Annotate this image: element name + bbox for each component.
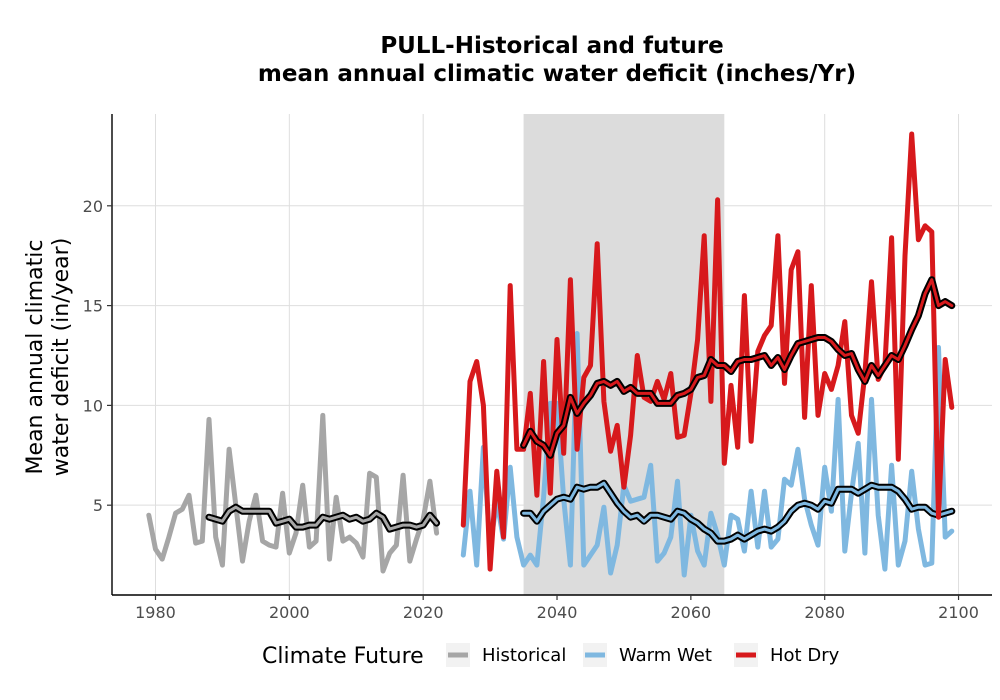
- y-axis-label-line2: water deficit (in/year): [49, 238, 74, 477]
- series-warm-wet-smoothed-line: [522, 481, 954, 543]
- x-tick-label: 2060: [670, 603, 711, 622]
- x-tick-label: 1980: [135, 603, 176, 622]
- series-layer: [146, 131, 956, 578]
- y-tick-label: 15: [83, 297, 103, 316]
- legend-label-historical: Historical: [482, 645, 566, 666]
- series-hot-dry-line: [460, 131, 955, 572]
- x-tick-label: 2020: [403, 603, 444, 622]
- y-tick-label: 20: [83, 197, 103, 216]
- chart-title: PULL-Historical and future: [380, 33, 723, 59]
- series-historical-line: [146, 412, 440, 574]
- x-tick-label: 2000: [269, 603, 310, 622]
- axes: [107, 114, 992, 600]
- y-axis-label-line1: Mean annual climatic: [23, 240, 48, 475]
- series-warm-wet-line: [460, 331, 955, 578]
- x-tick-label: 2100: [938, 603, 979, 622]
- legend-label-warm-wet: Warm Wet: [619, 645, 712, 666]
- legend-title: Climate Future: [262, 644, 424, 669]
- series-hot-dry-smoothed-line: [522, 278, 954, 457]
- legend: Climate Future Historical Warm Wet Hot Dry: [262, 643, 840, 669]
- tick-labels: 1980 2000 2020 2040 2060 2080 2100 5 10 15 20: [83, 197, 979, 622]
- chart-subtitle: mean annual climatic water deficit (inch…: [258, 61, 856, 87]
- x-tick-label: 2080: [804, 603, 845, 622]
- x-tick-label: 2040: [537, 603, 578, 622]
- y-tick-label: 10: [83, 396, 103, 415]
- legend-label-hot-dry: Hot Dry: [770, 645, 840, 666]
- series-historical-smoothed-line: [207, 505, 439, 531]
- y-tick-label: 5: [93, 496, 103, 515]
